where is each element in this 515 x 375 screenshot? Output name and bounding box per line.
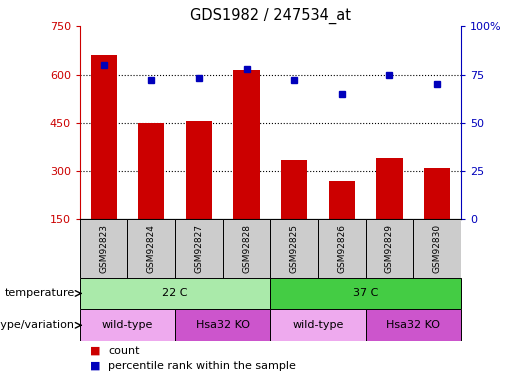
- Bar: [175, 219, 222, 278]
- Bar: [80, 219, 128, 278]
- Text: Hsa32 KO: Hsa32 KO: [386, 320, 440, 330]
- Bar: [222, 219, 270, 278]
- Bar: [138, 123, 164, 219]
- Title: GDS1982 / 247534_at: GDS1982 / 247534_at: [190, 7, 351, 24]
- Text: GSM92826: GSM92826: [337, 224, 346, 273]
- Bar: [233, 70, 260, 219]
- Bar: [175, 309, 270, 341]
- Text: GSM92827: GSM92827: [195, 224, 203, 273]
- Text: percentile rank within the sample: percentile rank within the sample: [108, 361, 296, 370]
- Text: GSM92830: GSM92830: [433, 224, 441, 273]
- Bar: [366, 309, 461, 341]
- Bar: [128, 219, 175, 278]
- Text: 22 C: 22 C: [162, 288, 188, 298]
- Bar: [424, 168, 450, 219]
- Bar: [186, 121, 212, 219]
- Text: temperature: temperature: [5, 288, 75, 298]
- Bar: [413, 219, 461, 278]
- Bar: [270, 278, 461, 309]
- Text: Hsa32 KO: Hsa32 KO: [196, 320, 250, 330]
- Text: ■: ■: [90, 361, 100, 370]
- Text: 37 C: 37 C: [353, 288, 379, 298]
- Text: GSM92828: GSM92828: [242, 224, 251, 273]
- Text: wild-type: wild-type: [102, 320, 153, 330]
- Text: genotype/variation: genotype/variation: [0, 320, 75, 330]
- Text: GSM92825: GSM92825: [290, 224, 299, 273]
- Bar: [366, 219, 413, 278]
- Bar: [329, 181, 355, 219]
- Bar: [91, 55, 117, 219]
- Bar: [80, 309, 175, 341]
- Text: GSM92824: GSM92824: [147, 224, 156, 273]
- Text: GSM92829: GSM92829: [385, 224, 394, 273]
- Bar: [376, 158, 403, 219]
- Bar: [270, 219, 318, 278]
- Bar: [281, 160, 307, 219]
- Text: GSM92823: GSM92823: [99, 224, 108, 273]
- Text: wild-type: wild-type: [293, 320, 344, 330]
- Text: ■: ■: [90, 346, 100, 355]
- Text: count: count: [108, 346, 140, 355]
- Bar: [80, 278, 270, 309]
- Bar: [318, 219, 366, 278]
- Bar: [270, 309, 366, 341]
